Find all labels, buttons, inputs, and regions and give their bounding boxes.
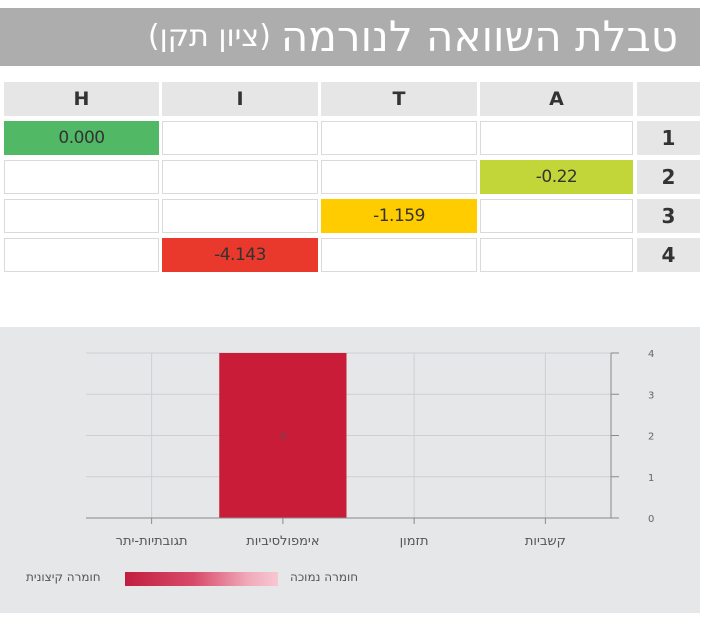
table-cell: -4.143 (162, 238, 318, 272)
column-header-a: A (480, 82, 633, 116)
legend-gradient-bar (125, 572, 278, 586)
table-cell (321, 160, 477, 194)
y-tick-label: 2 (648, 432, 654, 443)
severity-legend: חומרה קיצונית חומרה נמוכה (0, 570, 700, 590)
table-cell (4, 199, 159, 233)
x-tick-label: קשביות (525, 534, 566, 549)
page-title: טבלת השוואה לנורמה (280, 12, 678, 61)
bar (219, 353, 347, 518)
table-cell (4, 160, 159, 194)
legend-label-low: חומרה נמוכה (290, 570, 359, 584)
row-header: 1 (637, 121, 700, 155)
table-cell: -0.22 (480, 160, 633, 194)
y-tick-label: 4 (648, 349, 654, 360)
column-header-h: H (4, 82, 159, 116)
table-cell (162, 160, 318, 194)
table-cell: -1.159 (321, 199, 477, 233)
table-cell (162, 199, 318, 233)
row-header: 2 (637, 160, 700, 194)
table-cell (4, 238, 159, 272)
comparison-table: H I T A 0.000 1 -0.22 2 -1.159 3 -4.143 … (0, 78, 700, 274)
row-header: 4 (637, 238, 700, 272)
table-cell (480, 199, 633, 233)
bar-data-label: 4 (279, 430, 286, 443)
y-tick-label: 1 (648, 473, 654, 484)
y-tick-label: 3 (648, 390, 654, 401)
table-cell (162, 121, 318, 155)
column-header-i: I (162, 82, 318, 116)
legend-label-extreme: חומרה קיצונית (26, 570, 101, 584)
table-cell (480, 121, 633, 155)
x-tick-label: תזמון (400, 534, 429, 549)
column-header-t: T (321, 82, 477, 116)
table-cell: 0.000 (4, 121, 159, 155)
table-cell (480, 238, 633, 272)
corner-header (637, 82, 700, 116)
title-bar: טבלת השוואה לנורמה (ציון תקן) (0, 8, 700, 66)
x-tick-label: אימפולסיביות (246, 534, 319, 549)
y-tick-label: 0 (648, 514, 654, 525)
chart-panel: 4 0 1 2 3 4 תגובתיות-יתר אימפולסיביות תזמון קשביו… (0, 327, 700, 613)
table-cell (321, 238, 477, 272)
row-header: 3 (637, 199, 700, 233)
page-subtitle: (ציון תקן) (147, 19, 271, 54)
bar-chart: 4 0 1 2 3 4 תגובתיות-יתר אימפולסיביות תזמון קשביו… (86, 349, 654, 549)
x-tick-label: תגובתיות-יתר (116, 534, 188, 549)
table-cell (321, 121, 477, 155)
